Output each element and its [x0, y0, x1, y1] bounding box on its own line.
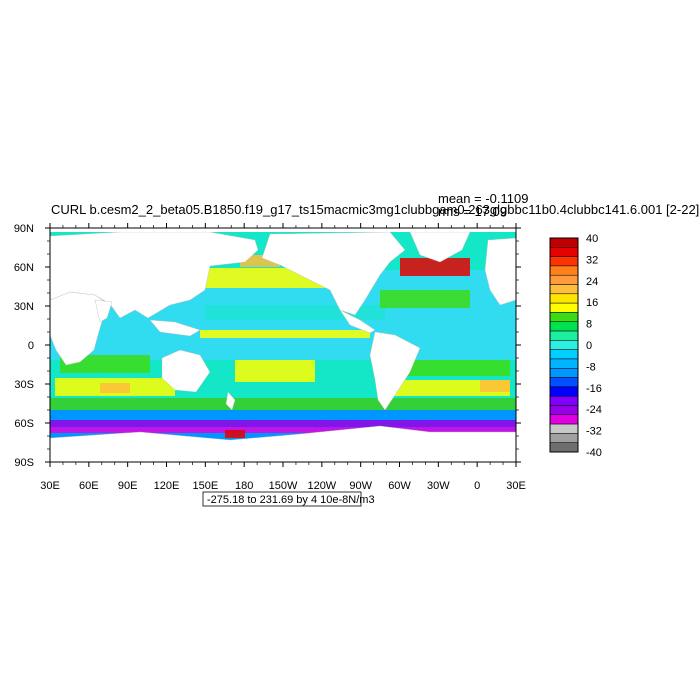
colorbar-label: -40 — [586, 447, 602, 459]
colorbar-swatch — [549, 414, 579, 425]
map-panel — [50, 228, 516, 462]
x-tick-label: 90W — [349, 480, 372, 492]
colorbar-label: -8 — [586, 361, 596, 373]
patch-south-pacific-positive — [235, 360, 315, 382]
arctic-cap — [50, 228, 516, 232]
colorbar-swatch — [549, 405, 579, 416]
colorbar-label: 0 — [586, 340, 592, 352]
patch-southern-magenta — [50, 427, 516, 433]
ocean-patches — [50, 255, 516, 438]
colorbar-swatch — [549, 330, 579, 341]
y-tick-label: 60S — [14, 418, 34, 430]
land-masses — [50, 231, 516, 462]
land-north-america — [261, 231, 406, 316]
patch-southern-purple — [50, 420, 516, 427]
colorbar-swatch — [549, 256, 579, 267]
x-tick-label: 30E — [506, 480, 526, 492]
mean-label: mean = -0.1109 — [438, 191, 528, 206]
colorbar-label: 8 — [586, 319, 592, 331]
land-australia — [161, 349, 211, 393]
x-tick-label: 60W — [388, 480, 411, 492]
patch-indian-orange — [100, 383, 130, 393]
colorbar-label: 24 — [586, 276, 598, 288]
patch-southern-green — [50, 398, 516, 410]
colorbar-swatch — [549, 386, 579, 397]
colorbar-swatch — [549, 237, 579, 248]
colorbar-swatch — [549, 302, 579, 313]
x-tick-label: 150W — [269, 480, 298, 492]
x-tick-label: 120E — [154, 480, 180, 492]
colorbar-swatch — [549, 358, 579, 369]
x-tick-label: 30E — [40, 480, 60, 492]
colorbar-label: -32 — [586, 426, 602, 438]
land-europe-atlantic — [484, 237, 516, 306]
colorbar-label: 32 — [586, 254, 598, 266]
x-tick-label: 150E — [192, 480, 218, 492]
land-antarctica — [50, 425, 516, 462]
patch-north-atlantic-green — [380, 290, 470, 308]
patch-south-atlantic-positive — [400, 360, 510, 376]
x-tick-label: 30W — [427, 480, 450, 492]
range-label-box — [202, 491, 362, 507]
y-axis: 90N 60N 30N 0 30S 60S 90S — [14, 223, 521, 469]
land-central-america — [339, 309, 376, 334]
colorbar-swatch — [549, 247, 579, 257]
colorbar-swatch — [549, 433, 579, 443]
land-nz — [225, 391, 236, 411]
y-tick-label: 90S — [14, 457, 34, 469]
y-tick-label: 90N — [14, 223, 34, 235]
colorbar-swatch — [549, 368, 579, 378]
colorbar-frame — [549, 237, 579, 453]
y-tick-label: 30N — [14, 301, 34, 313]
x-tick-label: 120W — [307, 480, 336, 492]
patch-southern-orange — [480, 380, 510, 392]
colorbar-swatch — [549, 377, 579, 388]
patch-north-pacific-positive — [205, 268, 325, 288]
land-south-america — [369, 331, 421, 411]
y-tick-label: 60N — [14, 262, 34, 274]
colorbar-label: -16 — [586, 383, 602, 395]
land-maritime — [149, 319, 201, 337]
colorbar-swatch — [549, 395, 579, 406]
y-tick-label: 30S — [14, 379, 34, 391]
colorbar-swatch — [549, 442, 579, 453]
land-eurasia — [50, 231, 259, 319]
colorbar-label: 40 — [586, 233, 598, 245]
patch-labrador-positive — [400, 258, 470, 276]
colorbar-swatch — [549, 349, 579, 360]
colorbar-label: 16 — [586, 297, 598, 309]
x-tick-label: 60E — [79, 480, 99, 492]
y-tick-label: 0 — [28, 340, 34, 352]
patch-ncc-positive — [200, 330, 370, 338]
range-label: -275.18 to 231.69 by 4 10e-8N/m3 — [207, 494, 375, 506]
colorbar-swatch — [549, 423, 579, 434]
colorbar-label: -24 — [586, 404, 602, 416]
colorbar-swatch — [549, 293, 579, 304]
colorbar: 40 32 24 16 8 0 -8 -16 -24 -32 -40 — [549, 233, 602, 459]
x-tick-label: 180 — [235, 480, 253, 492]
colorbar-swatch — [549, 284, 579, 295]
x-tick-label: 90E — [118, 480, 138, 492]
map-title: CURL b.cesm2_2_beta05.B1850.f19_g17_ts15… — [51, 202, 699, 217]
patch-southern-blue — [50, 410, 516, 420]
rms-label: rms = 17.09 — [438, 204, 507, 219]
colorbar-swatch — [549, 265, 579, 276]
x-axis: 30E 60E 90E 120E 150E 180 150W 120W 90W 60W 30W 0 30… — [40, 223, 526, 492]
land-india — [94, 299, 113, 323]
patch-ross-sea-positive — [225, 430, 245, 438]
colorbar-swatch — [549, 274, 579, 285]
x-tick-label: 0 — [474, 480, 480, 492]
colorbar-swatch — [549, 340, 579, 350]
colorbar-swatch — [549, 312, 579, 322]
colorbar-swatch — [549, 321, 579, 332]
